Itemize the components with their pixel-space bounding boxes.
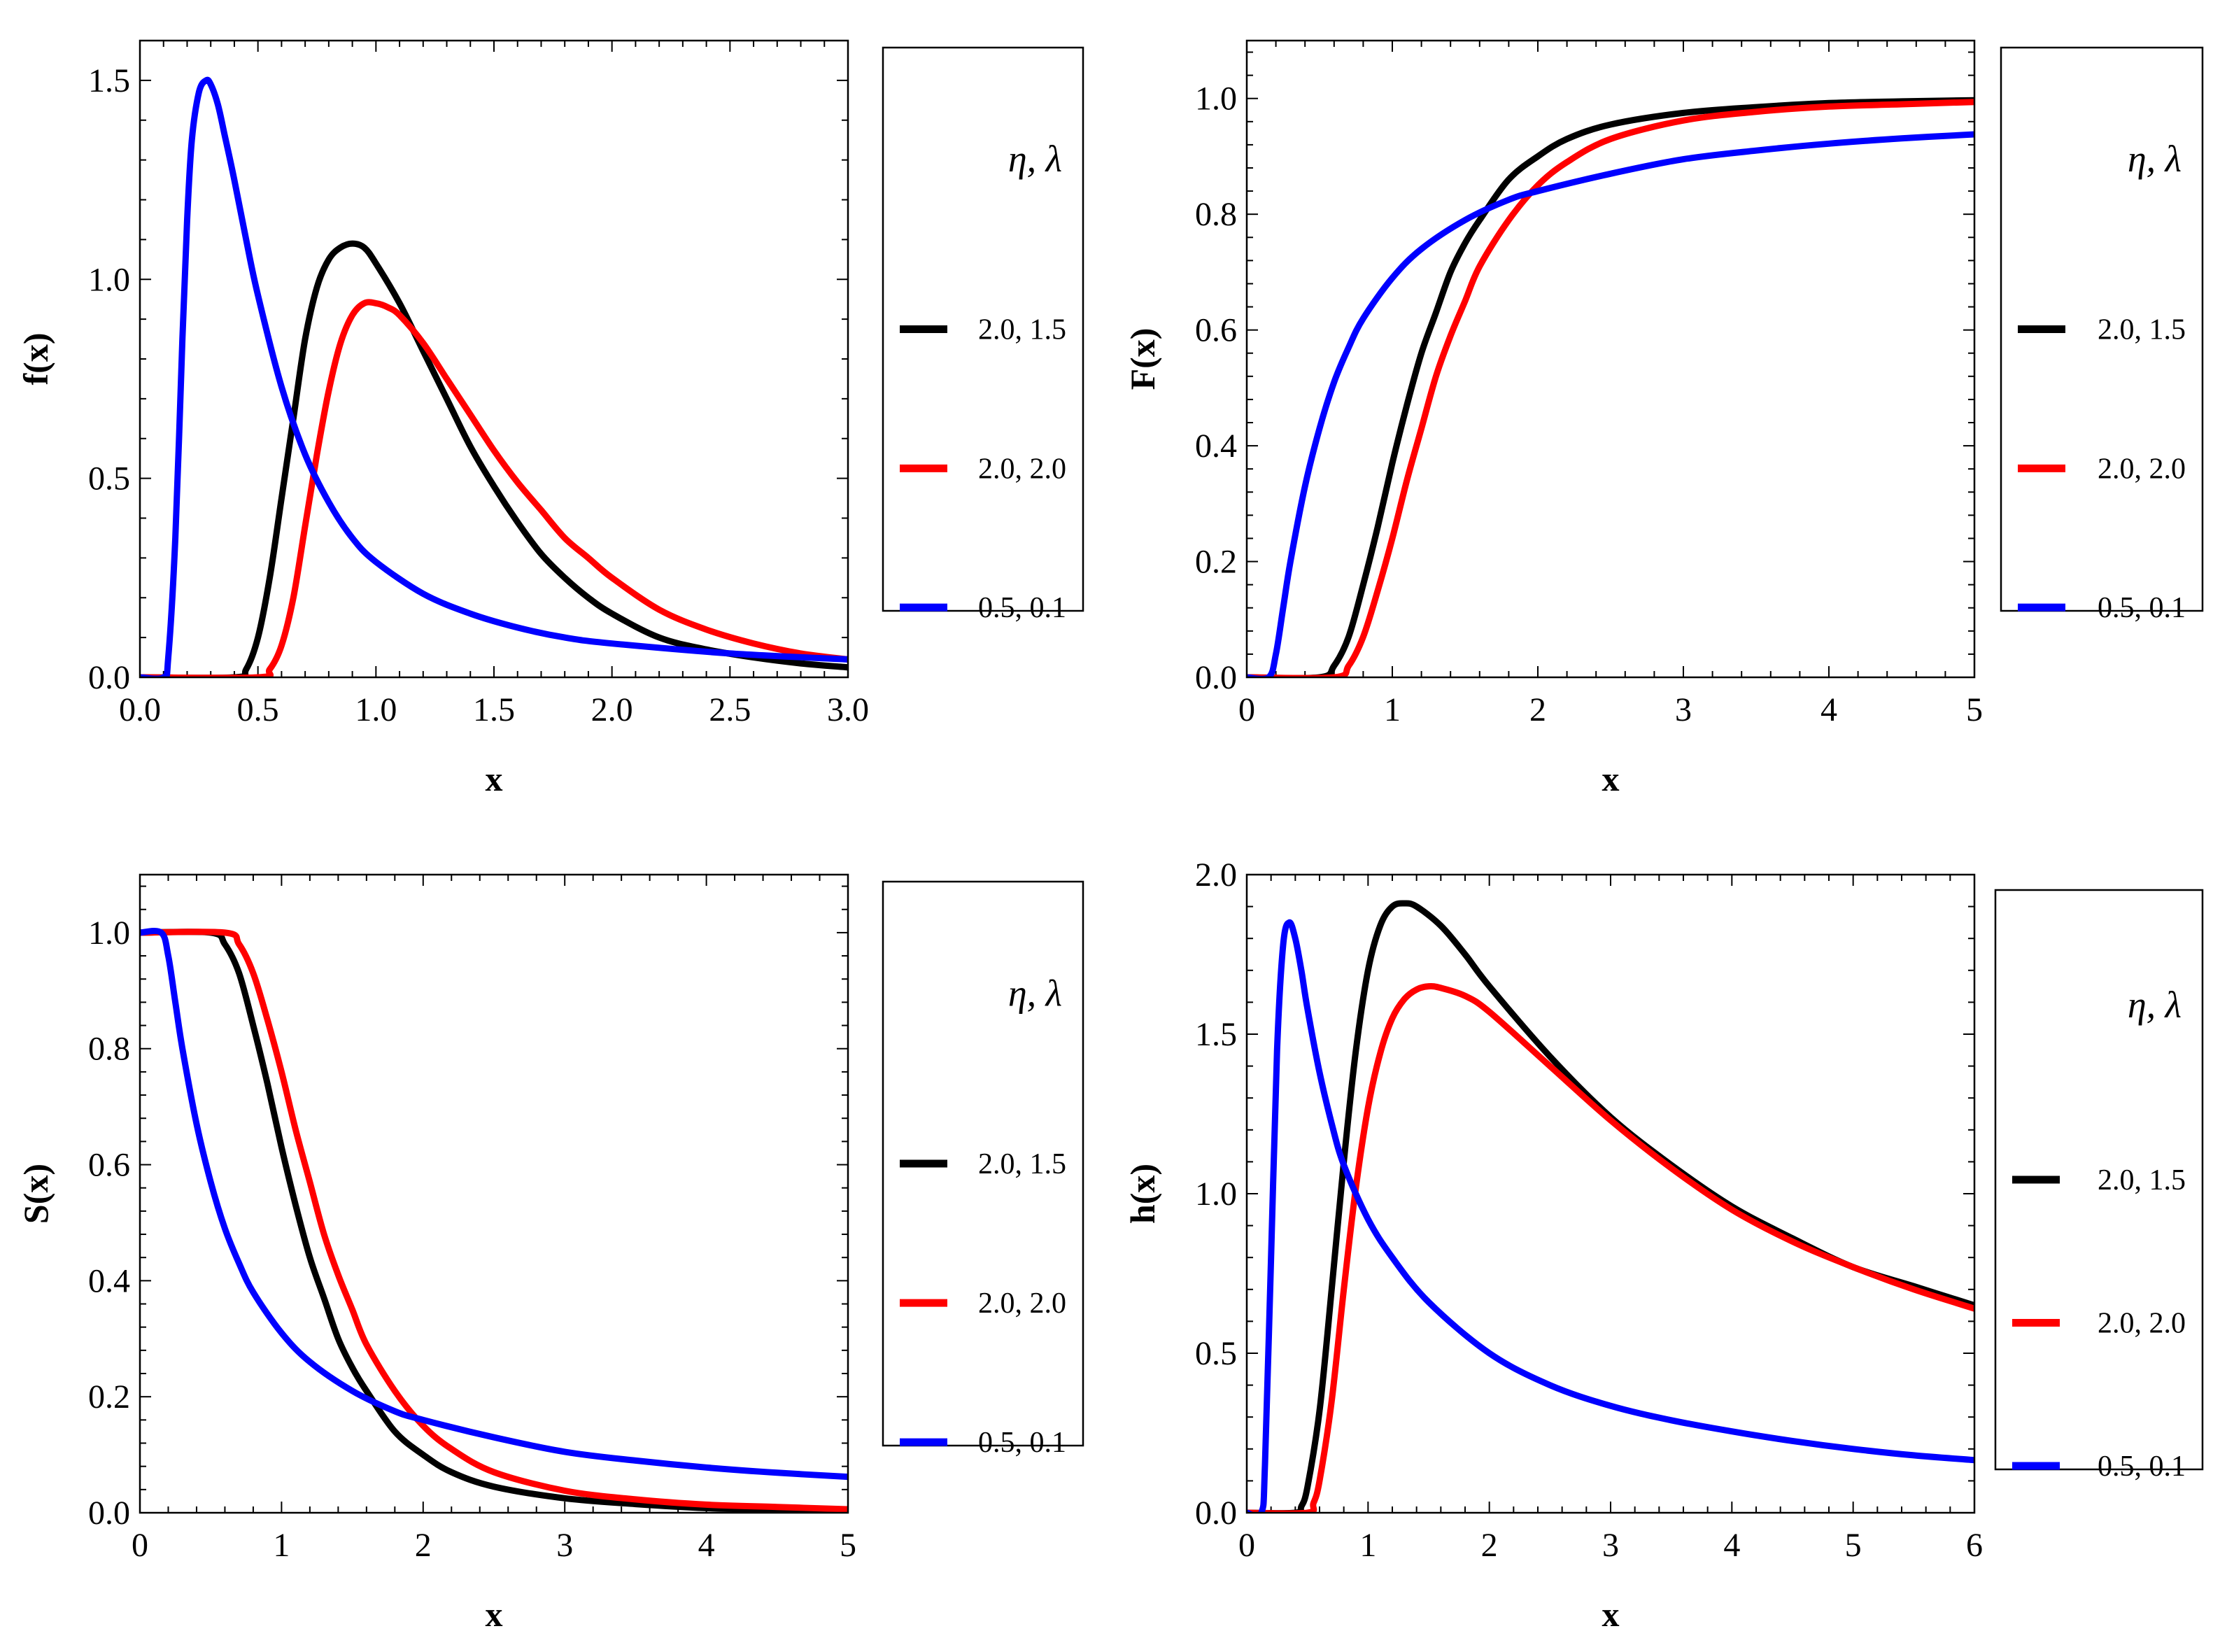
y-axis-title: S(x) <box>16 1164 55 1224</box>
y-tick-label: 1.5 <box>1195 1016 1237 1053</box>
legend-label-3: 0.5, 0.1 <box>2098 592 2186 624</box>
legend-label-2: 2.0, 2.0 <box>2098 453 2186 485</box>
x-tick-label: 3 <box>1602 1527 1619 1564</box>
y-axis-title: h(x) <box>1123 1164 1162 1224</box>
series-group <box>1247 900 1974 1513</box>
x-tick-label: 3 <box>556 1527 573 1564</box>
legend: η, λ 2.0, 1.5 2.0, 2.0 0.5, 0.1 <box>882 880 1084 1459</box>
x-tick-label: 0 <box>132 1527 148 1564</box>
y-tick-label: 1.0 <box>88 915 130 952</box>
x-tick-label: 4 <box>698 1527 715 1564</box>
x-tick-label: 5 <box>840 1527 856 1564</box>
x-tick-label: 3 <box>1675 691 1692 728</box>
x-tick-label: 2 <box>415 1527 432 1564</box>
series-line-1 <box>1247 97 1974 677</box>
x-tick-label: 2 <box>1529 691 1546 728</box>
x-tick-label: 6 <box>1966 1527 1983 1564</box>
legend-label-1: 2.0, 1.5 <box>978 314 1066 346</box>
x-tick-label: 0 <box>1238 1527 1255 1564</box>
x-axis-title: x <box>486 759 503 798</box>
legend-label-2: 2.0, 2.0 <box>978 453 1066 485</box>
series-line-2 <box>1247 99 1974 677</box>
chart-panel-3: 0 1 2 3 4 5 0.0 0.2 0.4 0.6 0.8 1.0 x S(x) η, λ 2.0, 1.… <box>16 873 1084 1634</box>
series-line-3 <box>140 76 848 677</box>
x-tick-label: 2.5 <box>709 691 751 728</box>
series-line-1 <box>140 929 848 1513</box>
x-tick-label: 0.5 <box>237 691 279 728</box>
x-axis-title: x <box>1602 759 1620 798</box>
x-tick-label: 1 <box>1384 691 1401 728</box>
chart-panel-1: 0.0 0.5 1.0 1.5 2.0 2.5 3.0 0.0 0.5 1.0 1.5 x f(x) η,… <box>16 39 1084 798</box>
legend-label-2: 2.0, 2.0 <box>2098 1308 2186 1340</box>
series-line-2 <box>140 929 848 1513</box>
legend-label-3: 0.5, 0.1 <box>978 592 1066 624</box>
legend-title: η, λ <box>1008 972 1062 1014</box>
y-tick-label: 0.6 <box>88 1147 130 1184</box>
y-tick-label: 0.4 <box>88 1262 130 1299</box>
series-line-3 <box>140 927 848 1481</box>
x-tick-label: 4 <box>1723 1527 1740 1564</box>
series-line-2 <box>140 299 848 677</box>
y-tick-label: 0.8 <box>88 1031 130 1068</box>
y-axis-title: f(x) <box>16 333 55 386</box>
x-tick-label: 5 <box>1966 691 1983 728</box>
y-tick-label: 0.0 <box>88 659 130 696</box>
legend-label-1: 2.0, 1.5 <box>2098 1164 2186 1196</box>
y-tick-label: 0.0 <box>1195 1495 1237 1532</box>
plot-frame <box>139 39 849 679</box>
y-tick-label: 0.5 <box>1195 1335 1237 1372</box>
legend-title: η, λ <box>2128 984 2182 1026</box>
x-tick-label: 1 <box>273 1527 290 1564</box>
series-group <box>1247 97 1974 677</box>
series-line-1 <box>140 240 848 677</box>
x-tick-label: 4 <box>1820 691 1837 728</box>
x-tick-label: 2 <box>1481 1527 1498 1564</box>
x-tick-label: 1 <box>1359 1527 1376 1564</box>
y-tick-label: 0.2 <box>88 1378 130 1416</box>
series-group <box>140 927 848 1513</box>
y-tick-label: 0.0 <box>1195 659 1237 696</box>
legend-label-3: 0.5, 0.1 <box>2098 1450 2186 1483</box>
x-tick-label: 3.0 <box>827 691 869 728</box>
legend-label-1: 2.0, 1.5 <box>978 1148 1066 1180</box>
x-tick-label: 0 <box>1238 691 1255 728</box>
series-line-3 <box>1247 919 1974 1513</box>
y-tick-label: 0.0 <box>88 1495 130 1532</box>
y-tick-label: 0.4 <box>1195 428 1237 465</box>
y-tick-label: 0.8 <box>1195 196 1237 233</box>
chart-panel-2: 0 1 2 3 4 5 0.0 0.2 0.4 0.6 0.8 1.0 x F(x) η, λ 2.0, 1.… <box>1123 39 2204 798</box>
plot-frame <box>1245 39 1976 679</box>
legend-label-3: 0.5, 0.1 <box>978 1427 1066 1459</box>
x-tick-label: 2.0 <box>591 691 633 728</box>
chart-panel-4: 0 1 2 3 4 5 6 0.0 0.5 1.0 1.5 2.0 x h(x) η, λ 2.0, 1.5 2… <box>1123 856 2204 1634</box>
x-axis-title: x <box>1602 1595 1620 1634</box>
legend: η, λ 2.0, 1.5 2.0, 2.0 0.5, 0.1 <box>882 46 1084 624</box>
x-axis-title: x <box>486 1595 503 1634</box>
legend-title: η, λ <box>2128 138 2182 180</box>
x-tick-label: 1.5 <box>473 691 515 728</box>
series-line-3 <box>1247 131 1974 677</box>
plot-frame <box>139 873 849 1514</box>
x-tick-label: 5 <box>1845 1527 1862 1564</box>
x-tick-label: 1.0 <box>355 691 397 728</box>
plot-frame <box>1245 873 1976 1514</box>
series-line-2 <box>1247 982 1974 1513</box>
legend: η, λ 2.0, 1.5 2.0, 2.0 0.5, 0.1 <box>1994 889 2204 1483</box>
y-tick-label: 2.0 <box>1195 856 1237 894</box>
y-tick-label: 0.6 <box>1195 312 1237 349</box>
series-group <box>140 76 848 677</box>
legend-label-1: 2.0, 1.5 <box>2098 314 2186 346</box>
y-tick-label: 1.0 <box>88 261 130 298</box>
y-tick-label: 1.0 <box>1195 1176 1237 1213</box>
legend-label-2: 2.0, 2.0 <box>978 1287 1066 1320</box>
legend-title: η, λ <box>1008 138 1062 180</box>
legend: η, λ 2.0, 1.5 2.0, 2.0 0.5, 0.1 <box>2000 46 2204 624</box>
y-tick-label: 0.2 <box>1195 544 1237 581</box>
x-tick-label: 0.0 <box>119 691 161 728</box>
y-axis-title: F(x) <box>1123 328 1162 390</box>
y-tick-label: 1.0 <box>1195 80 1237 118</box>
y-tick-label: 0.5 <box>88 460 130 497</box>
y-tick-label: 1.5 <box>88 62 130 99</box>
